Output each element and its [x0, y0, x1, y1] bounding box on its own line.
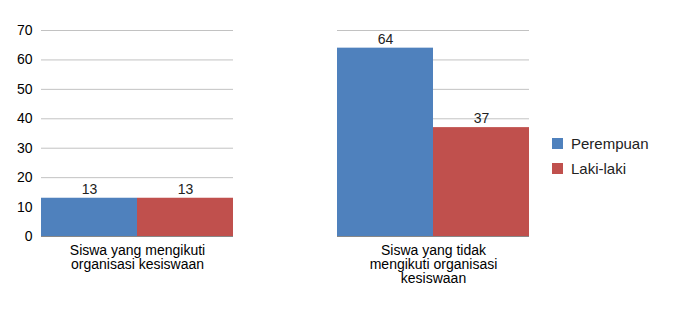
- svg-text:70: 70: [17, 22, 33, 38]
- svg-text:40: 40: [17, 110, 33, 126]
- svg-text:30: 30: [17, 140, 33, 156]
- svg-text:13: 13: [178, 181, 194, 197]
- svg-text:13: 13: [82, 181, 98, 197]
- svg-text:64: 64: [378, 31, 394, 47]
- html-text:Laki-laki: Laki-laki: [571, 160, 626, 177]
- svg-text:Siswa yang tidakmengikuti orga: Siswa yang tidakmengikuti organisasikesi…: [370, 242, 498, 286]
- svg-text:20: 20: [17, 169, 33, 185]
- svg-text:37: 37: [474, 110, 490, 126]
- svg-text:Siswa yang mengikutiorganisasi: Siswa yang mengikutiorganisasi kesiswaan: [70, 242, 205, 272]
- svg-text:0: 0: [25, 228, 33, 244]
- svg-text:50: 50: [17, 81, 33, 97]
- svg-text:60: 60: [17, 51, 33, 67]
- svg-text:10: 10: [17, 199, 33, 215]
- html-text:Perempuan: Perempuan: [571, 135, 649, 152]
